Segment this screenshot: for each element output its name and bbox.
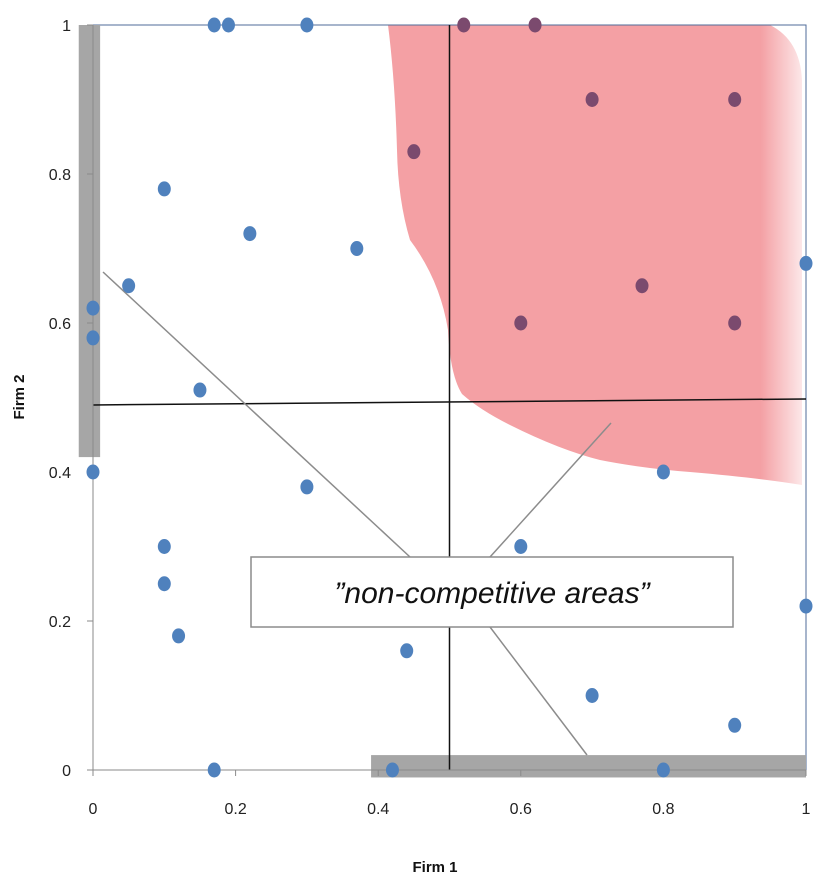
- data-point: [728, 315, 742, 331]
- annotation-pointer-lines: [102, 271, 612, 756]
- data-point: [221, 17, 235, 33]
- data-point: [656, 464, 670, 480]
- non-competitive-band-2: [371, 755, 806, 778]
- data-point: [528, 17, 542, 33]
- y-tick-label: 0: [62, 763, 71, 780]
- y-tick-label: 0.2: [49, 614, 71, 631]
- x-tick-label: 0.8: [652, 801, 674, 818]
- data-point: [457, 17, 471, 33]
- data-point: [193, 382, 207, 398]
- y-tick-label: 0.6: [49, 316, 71, 333]
- data-point: [157, 181, 171, 197]
- data-point: [300, 479, 314, 495]
- data-point: [585, 688, 599, 703]
- data-point: [86, 330, 100, 346]
- y-tick-label: 1: [62, 18, 71, 35]
- annotation-box: ”non-competitive areas”: [250, 556, 734, 628]
- data-point: [385, 762, 399, 778]
- data-point: [157, 539, 171, 554]
- data-point: [350, 241, 364, 256]
- pointer-line-upper-left: [102, 271, 411, 558]
- non-competitive-band-1: [78, 25, 101, 458]
- data-point: [86, 464, 100, 480]
- x-axis-title: Firm 1: [412, 859, 457, 876]
- data-point: [728, 717, 742, 733]
- data-points: [86, 17, 813, 778]
- data-point: [157, 576, 171, 592]
- annotation-box-frame: [250, 556, 734, 628]
- threshold-line-firm-2: [92, 398, 807, 406]
- data-point: [585, 92, 599, 107]
- data-point: [86, 300, 100, 316]
- x-tick-label: 0.4: [367, 801, 389, 818]
- data-point: [728, 92, 742, 107]
- data-point: [207, 762, 221, 778]
- x-tick-label: 0: [89, 801, 98, 818]
- data-point: [656, 762, 670, 778]
- data-point: [122, 278, 136, 294]
- pointer-line-upper-right: [489, 422, 612, 558]
- data-point: [407, 144, 421, 160]
- threshold-lines: [92, 25, 807, 770]
- x-tick-label: 0.6: [510, 801, 532, 818]
- data-point: [799, 598, 813, 614]
- data-point: [514, 539, 528, 554]
- data-point: [400, 643, 414, 659]
- pointer-line-lower: [489, 626, 588, 756]
- data-point: [172, 628, 186, 644]
- x-tick-label: 0.2: [224, 801, 246, 818]
- y-tick-label: 0.4: [49, 465, 71, 482]
- non-competitive-bands: [78, 25, 806, 778]
- data-point: [300, 17, 314, 33]
- annotation-text: ”non-competitive areas”: [334, 577, 651, 610]
- data-point: [207, 17, 221, 33]
- data-point: [799, 255, 813, 271]
- data-point: [514, 315, 528, 331]
- data-point: [635, 278, 649, 294]
- y-tick-label: 0.8: [49, 167, 71, 184]
- competitive-region: [388, 25, 802, 485]
- y-axis-title: Firm 2: [11, 374, 28, 419]
- data-point: [243, 226, 257, 242]
- x-tick-label: 1: [802, 801, 811, 818]
